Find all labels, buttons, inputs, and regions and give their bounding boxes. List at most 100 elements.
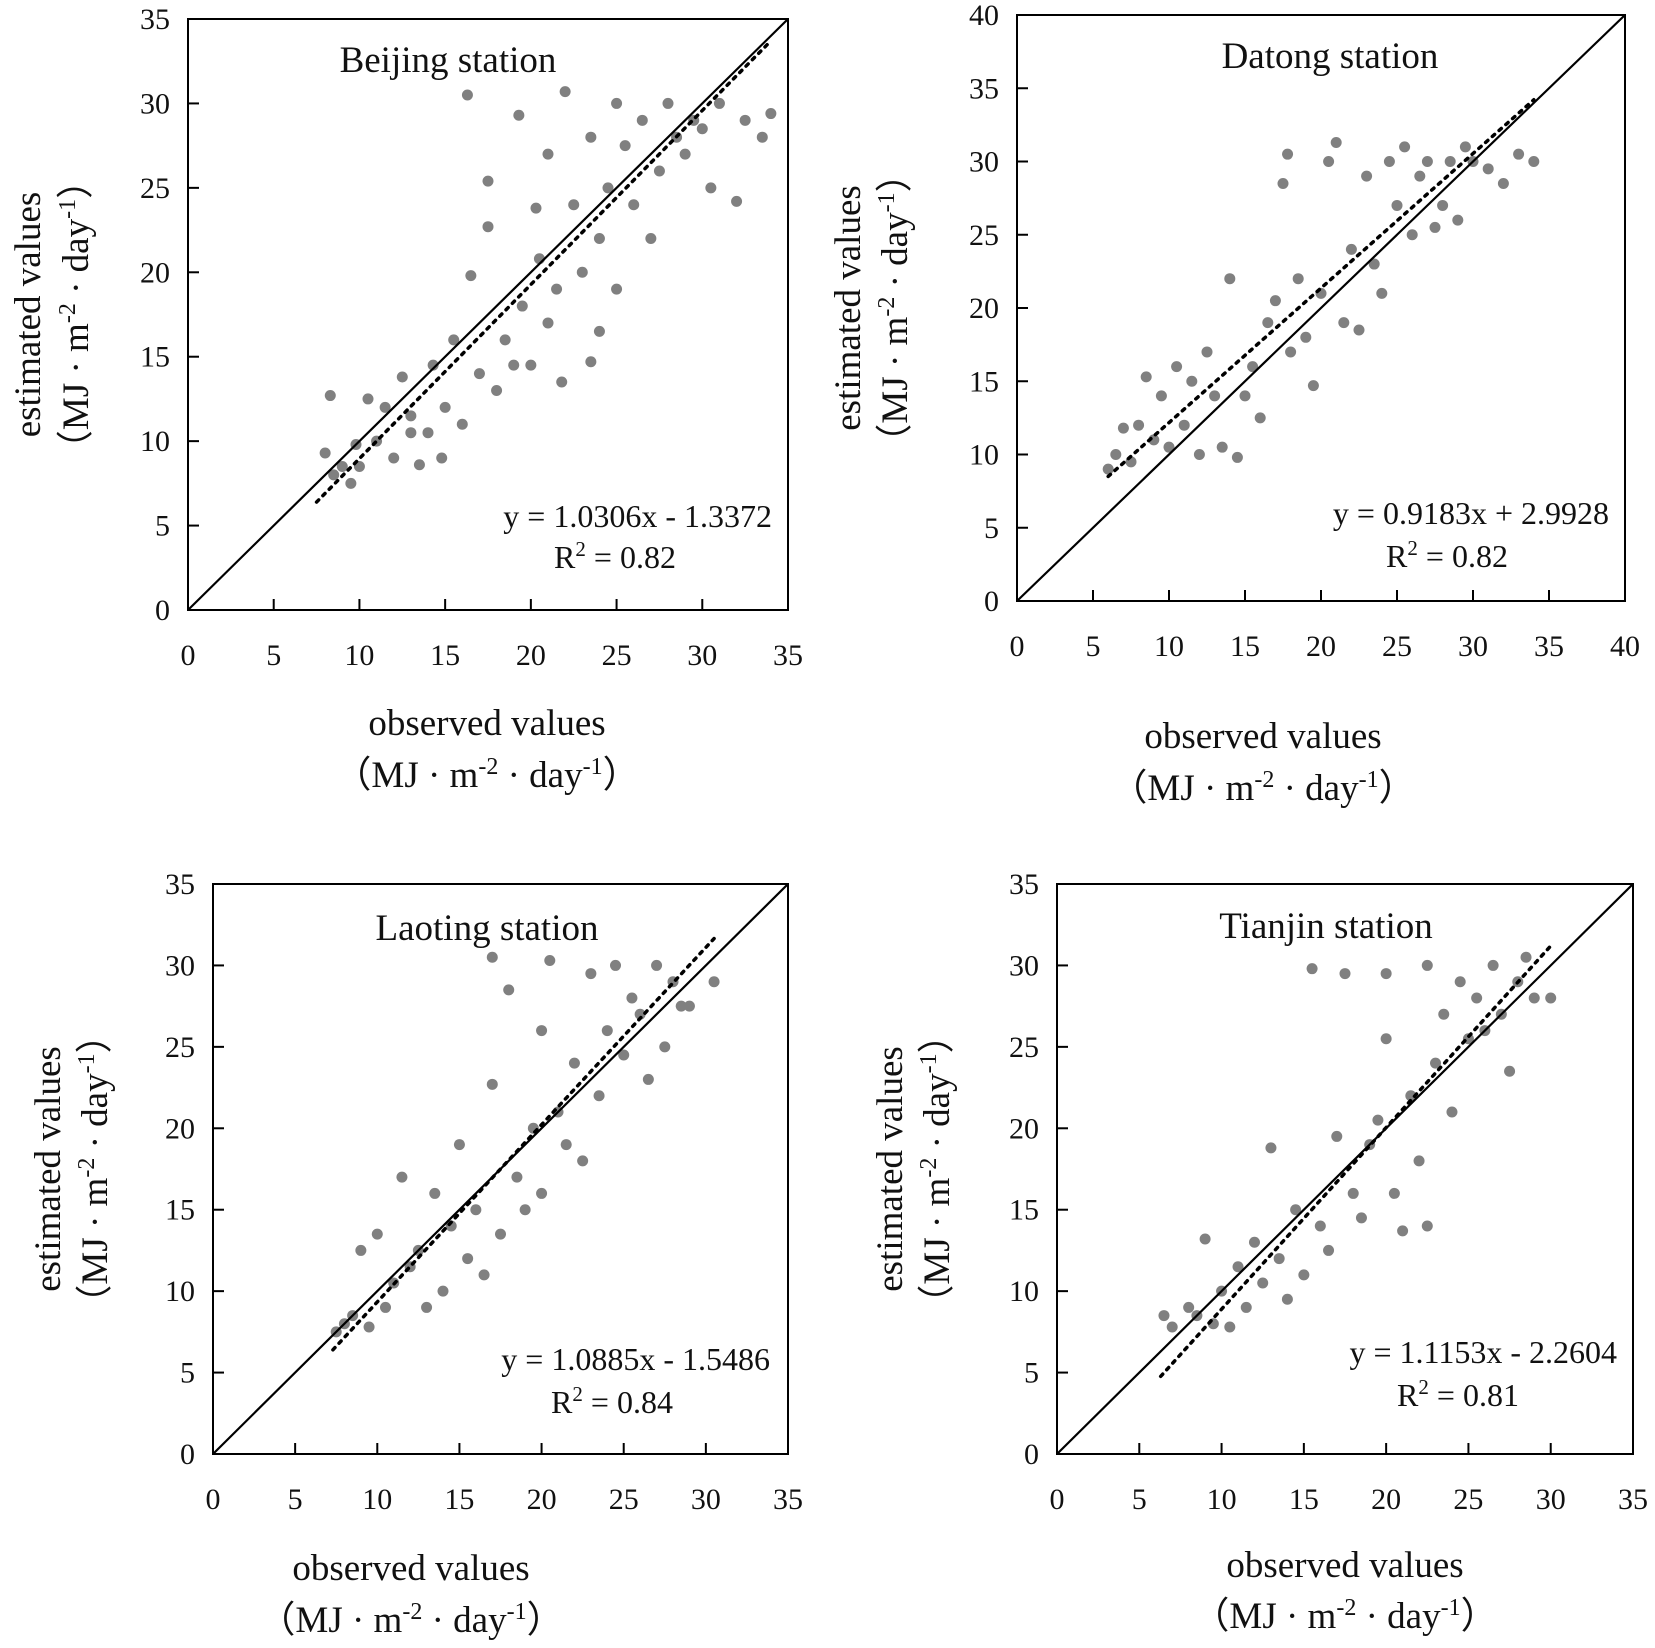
y-tick-label: 25 — [140, 172, 170, 205]
data-point — [478, 1269, 490, 1281]
data-point — [577, 1155, 589, 1167]
unit-part: （MJ · m — [875, 316, 916, 460]
y-axis-unit: （MJ · m-2 · day-1） — [74, 1016, 116, 1321]
r2-exponent: 2 — [572, 1382, 583, 1406]
data-point — [324, 390, 336, 402]
regression-trendline — [1158, 944, 1553, 1379]
data-point — [427, 359, 439, 371]
y-axis-unit: （MJ · m-2 · day-1） — [916, 1016, 958, 1321]
chart-title: Datong station — [1222, 36, 1439, 77]
unit-part: （MJ · m — [56, 323, 97, 467]
chart-title: Tianjin station — [1219, 906, 1432, 947]
data-point — [1265, 1142, 1277, 1154]
data-point — [593, 1090, 605, 1102]
data-point — [1209, 390, 1221, 402]
data-point — [513, 109, 525, 121]
x-tick-label: 15 — [430, 639, 460, 672]
x-tick-label: 5 — [1086, 630, 1101, 663]
y-tick-label: 15 — [969, 365, 999, 398]
unit-part: ） — [1461, 1596, 1498, 1637]
data-point — [511, 1171, 523, 1183]
unit-part: ） — [875, 155, 916, 192]
data-point — [1306, 963, 1318, 975]
r-squared: R2 = 0.82 — [1386, 536, 1508, 574]
data-point — [396, 371, 408, 383]
data-point — [1405, 1090, 1417, 1102]
data-point — [1459, 141, 1471, 153]
unit-part: -1 — [74, 1053, 100, 1073]
r2-value: 0.82 — [620, 539, 676, 575]
x-tick-label: 20 — [527, 1483, 557, 1516]
data-point — [651, 959, 663, 971]
x-axis-title: observed values — [1226, 1545, 1463, 1586]
data-point — [1140, 371, 1152, 383]
r2-exponent: 2 — [575, 537, 586, 561]
unit-part: -1 — [583, 754, 603, 780]
data-point — [1307, 380, 1319, 392]
data-point — [1330, 136, 1342, 148]
data-point — [1482, 163, 1494, 175]
data-point — [619, 140, 631, 152]
data-point — [1163, 441, 1175, 453]
x-axis-title: observed values — [368, 703, 605, 744]
x-tick-label: 20 — [1371, 1483, 1401, 1516]
data-point — [482, 175, 494, 187]
x-tick-label: 35 — [1534, 630, 1564, 663]
data-point — [1183, 1301, 1195, 1313]
x-axis-title: observed values — [1144, 716, 1381, 757]
unit-part: ） — [75, 1016, 116, 1053]
regression-equation: y = 1.0885x - 1.5486 — [501, 1341, 770, 1377]
unit-part: -2 — [478, 754, 498, 780]
data-point — [559, 86, 571, 98]
data-point — [1231, 451, 1243, 463]
data-point — [1290, 1204, 1302, 1216]
x-tick-label: 15 — [1230, 630, 1260, 663]
data-point — [1368, 258, 1380, 270]
data-point — [462, 1253, 474, 1265]
x-tick-label: 35 — [773, 1483, 803, 1516]
data-point — [1133, 419, 1145, 431]
unit-part: （MJ · m — [75, 1177, 116, 1321]
data-point — [495, 1228, 506, 1240]
r2-equals: = — [1429, 1377, 1463, 1413]
data-point — [1383, 156, 1395, 167]
y-tick-label: 10 — [969, 439, 999, 472]
y-tick-label: 20 — [140, 256, 170, 289]
data-point — [585, 131, 597, 143]
x-axis-unit: （MJ · m-2 · day-1） — [258, 1599, 563, 1641]
data-point — [362, 393, 374, 405]
chart-title: Beijing station — [340, 40, 557, 81]
regression-trendline — [314, 39, 773, 504]
x-tick-label: 40 — [1610, 630, 1640, 663]
data-point — [542, 317, 554, 329]
data-point — [396, 1171, 408, 1183]
data-point — [1117, 422, 1129, 434]
y-tick-label: 0 — [984, 585, 999, 618]
y-tick-label: 40 — [969, 0, 999, 32]
data-point — [519, 1204, 531, 1216]
x-tick-label: 5 — [1132, 1483, 1147, 1516]
data-point — [626, 992, 638, 1004]
r-squared: R2 = 0.84 — [551, 1382, 673, 1420]
data-point — [1339, 968, 1351, 980]
data-point — [1520, 951, 1532, 963]
data-point — [1504, 1065, 1516, 1077]
data-point — [530, 202, 542, 214]
data-point — [1487, 959, 1499, 971]
x-axis-unit: （MJ · m-2 · day-1） — [334, 754, 639, 796]
data-point — [636, 114, 648, 126]
y-tick-label: 0 — [155, 594, 170, 627]
data-point — [645, 233, 657, 245]
data-point — [1391, 199, 1403, 211]
y-tick-label: 10 — [1009, 1275, 1039, 1308]
data-point — [1257, 1277, 1269, 1289]
data-point — [1437, 199, 1449, 211]
data-point — [1345, 243, 1357, 255]
data-points — [319, 86, 777, 489]
data-point — [696, 123, 708, 135]
r2-value: 0.82 — [1452, 538, 1508, 574]
y-axis-title: estimated values — [870, 1046, 911, 1292]
data-point — [1273, 1253, 1285, 1265]
regression-equation: y = 1.1153x - 2.2604 — [1349, 1334, 1617, 1370]
unit-part: -1 — [55, 199, 81, 219]
